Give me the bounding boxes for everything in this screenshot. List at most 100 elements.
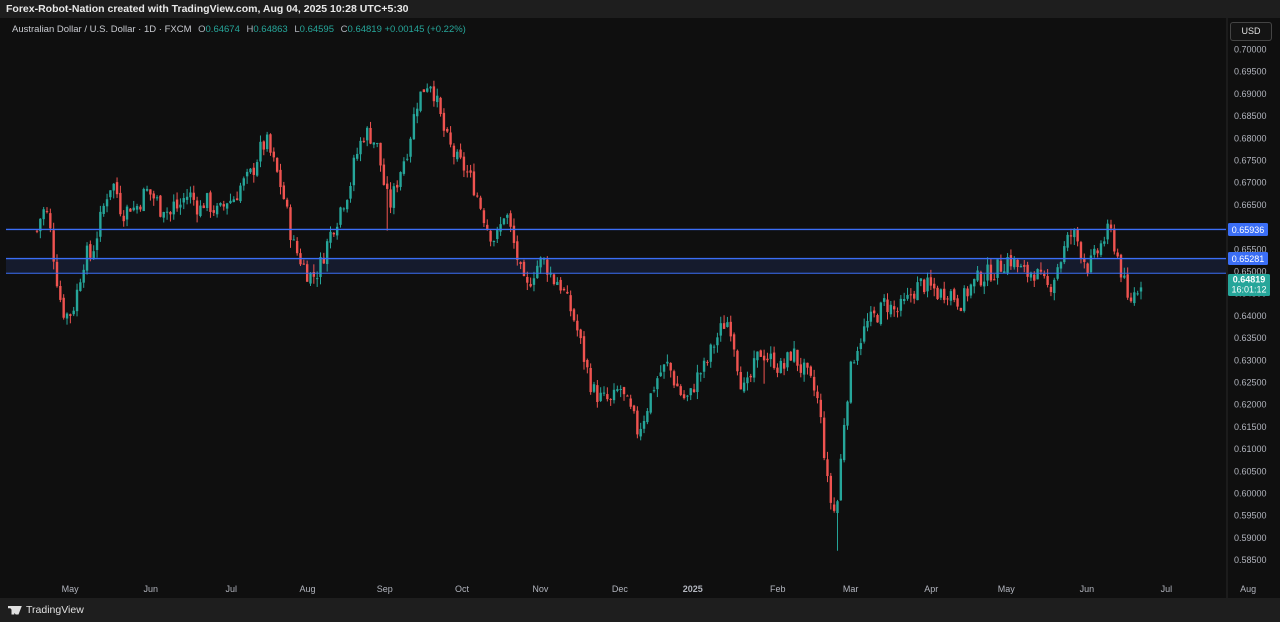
candle-body <box>1136 293 1139 295</box>
candle-body <box>526 276 529 283</box>
y-tick-label: 0.69000 <box>1234 89 1267 99</box>
candle-body <box>586 360 589 368</box>
candle-body <box>369 127 372 144</box>
candle-body <box>92 251 95 259</box>
candle-body <box>285 199 289 207</box>
candle-body <box>312 271 316 277</box>
candle-body <box>265 134 269 150</box>
level-zone <box>6 258 1226 274</box>
candle-body <box>986 264 989 281</box>
brand-label: TradingView <box>26 604 84 616</box>
candle-body <box>446 129 449 132</box>
candle-body <box>115 182 119 195</box>
candle-body <box>879 302 883 325</box>
candle-body <box>145 188 149 191</box>
candle-body <box>869 311 873 322</box>
candle-body <box>1109 224 1113 229</box>
candle-body <box>739 372 742 390</box>
candle-body <box>252 167 255 175</box>
level-price-label: 0.65936 <box>1232 225 1265 235</box>
candle-body <box>976 270 979 281</box>
candle-body <box>379 142 382 166</box>
candle-body <box>1079 242 1083 259</box>
tradingview-brand[interactable]: TradingView <box>8 604 84 616</box>
candle-body <box>416 108 419 117</box>
candle-body <box>329 231 332 243</box>
candle-body <box>359 140 362 155</box>
candle-body <box>909 294 913 296</box>
candle-body <box>1123 275 1126 278</box>
attribution-bar: Forex-Robot-Nation created with TradingV… <box>0 0 1280 18</box>
candle-body <box>439 97 442 114</box>
candle-body <box>889 304 893 315</box>
candle-body <box>709 344 712 362</box>
candle-body <box>205 193 209 208</box>
candle-body <box>832 504 836 511</box>
x-tick-label: Aug <box>1240 584 1256 594</box>
candle-body <box>749 375 752 378</box>
y-tick-label: 0.62500 <box>1234 378 1267 388</box>
candle-body <box>786 352 789 368</box>
candle-body <box>729 321 732 337</box>
candle-body <box>345 200 349 210</box>
x-tick-label: Oct <box>455 584 470 594</box>
candle-body <box>456 151 459 160</box>
candle-body <box>1029 272 1033 278</box>
candle-body <box>419 91 422 111</box>
candle-body <box>552 274 556 285</box>
candle-body <box>512 225 516 243</box>
candle-body <box>162 211 165 218</box>
candle-body <box>112 183 115 191</box>
candle-body <box>1089 255 1093 273</box>
candle-body <box>602 392 606 394</box>
candle-body <box>1006 257 1009 273</box>
candle-body <box>1039 269 1043 272</box>
candle-body <box>569 295 572 312</box>
y-tick-label: 0.65500 <box>1234 244 1267 254</box>
candle-body <box>139 206 142 210</box>
candle-body <box>876 315 879 323</box>
candle-body <box>1009 255 1013 267</box>
footer-bar: TradingView <box>0 598 1280 622</box>
candle-body <box>479 197 482 209</box>
x-tick-label: Apr <box>924 584 938 594</box>
candle-body <box>973 278 976 287</box>
candle-body <box>155 197 159 199</box>
candle-body <box>762 355 766 361</box>
candle-body <box>789 351 792 361</box>
candle-body <box>529 283 532 287</box>
candle-body <box>906 294 909 299</box>
candle-body <box>319 256 322 278</box>
candle-body <box>1026 264 1029 277</box>
candle-body <box>315 278 319 280</box>
candle-body <box>1126 274 1129 298</box>
candle-body <box>35 230 39 232</box>
currency-button[interactable]: USD <box>1230 22 1272 41</box>
candle-body <box>856 350 859 361</box>
low-value: 0.64595 <box>299 24 334 35</box>
chart-area[interactable] <box>6 18 1274 598</box>
candle-body <box>486 224 489 230</box>
candle-body <box>349 185 352 199</box>
candle-body <box>652 390 656 392</box>
candle-body <box>1073 229 1076 238</box>
candle-body <box>1016 259 1019 268</box>
candle-body <box>1129 297 1133 302</box>
y-tick-label: 0.68500 <box>1234 111 1267 121</box>
candle-body <box>1043 273 1046 277</box>
candle-body <box>1133 292 1136 304</box>
candle-body <box>649 393 652 413</box>
candle-body <box>232 199 235 203</box>
candle-body <box>62 297 65 318</box>
open-value: 0.64674 <box>205 24 240 35</box>
level-price-tag <box>1228 252 1268 266</box>
y-tick-label: 0.63500 <box>1234 333 1267 343</box>
candle-body <box>519 262 522 265</box>
candle-body <box>279 169 282 188</box>
candle-body <box>662 364 666 372</box>
y-tick-label: 0.60500 <box>1234 466 1267 476</box>
y-tick-label: 0.66500 <box>1234 200 1267 210</box>
candle-body <box>826 459 829 477</box>
candle-body <box>983 281 986 287</box>
